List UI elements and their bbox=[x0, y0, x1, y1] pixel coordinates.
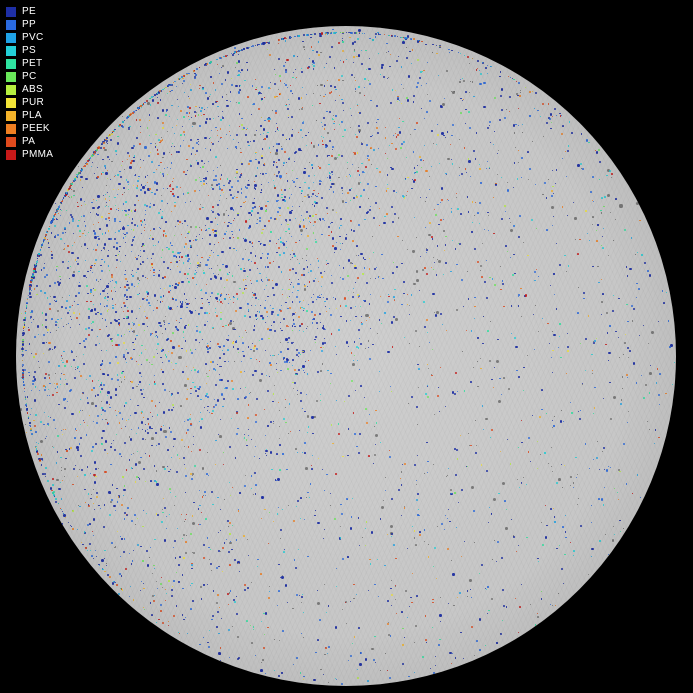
figure-canvas: PEPPPVCPSPETPCABSPURPLAPEEKPAPMMA bbox=[0, 0, 693, 693]
filter-disc bbox=[16, 26, 676, 686]
